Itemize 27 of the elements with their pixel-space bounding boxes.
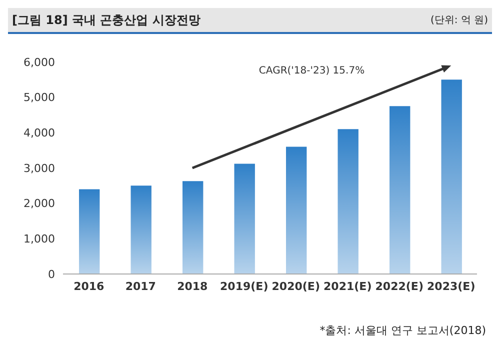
chart-subtitle: (단위: 억 원)	[430, 14, 488, 27]
x-tick-label: 2019(E)	[220, 280, 268, 293]
x-tick-label: 2020(E)	[272, 280, 320, 293]
y-tick-label: 5,000	[24, 91, 55, 104]
x-tick-label: 2017	[125, 280, 156, 293]
x-tick-label: 2021(E)	[324, 280, 372, 293]
bar	[441, 80, 462, 274]
annotation: CAGR('18-'23) 15.7%	[258, 66, 365, 77]
y-tick-label: 6,000	[24, 56, 55, 69]
x-tick-label: 2023(E)	[427, 280, 476, 293]
x-tick-label: 2018	[177, 280, 208, 293]
bar	[182, 181, 204, 274]
bar	[286, 146, 307, 274]
y-tick-label: 1,000	[24, 232, 55, 246]
x-tick-label: 2016	[74, 280, 105, 293]
y-tick-label: 0	[48, 268, 55, 281]
y-tick-label: 2,000	[24, 197, 55, 210]
x-tick-label: 2022(E)	[375, 280, 424, 293]
bar	[338, 129, 358, 274]
bar	[390, 106, 410, 274]
text: *출처: 서울대 연구 보고서(2018)	[320, 323, 486, 338]
bar	[79, 189, 100, 274]
bar	[234, 164, 255, 274]
y-tick-label: 3,000	[24, 162, 55, 175]
y-tick-label: 4,000	[24, 126, 55, 140]
chart-title: [그림 18] 국내 곤충산업 시장전망	[12, 12, 200, 28]
bar	[130, 186, 152, 274]
